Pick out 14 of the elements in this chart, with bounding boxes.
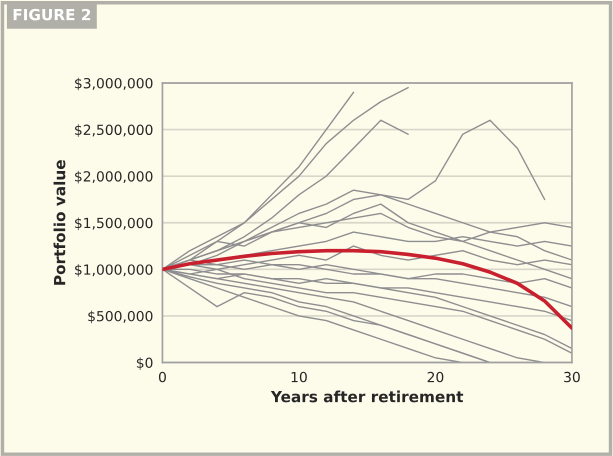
y-tick-label: $1,500,000 <box>75 217 152 230</box>
y-tick-label: $1,000,000 <box>75 264 152 277</box>
x-axis-title: Years after retirement <box>270 390 464 402</box>
y-tick-label: $0 <box>136 357 152 370</box>
chart-title: FIGURE 2 <box>14 8 90 20</box>
y-tick-label: $3,000,000 <box>75 78 152 90</box>
y-tick-label: $2,500,000 <box>75 124 152 137</box>
x-tick-label: 0 <box>158 372 166 382</box>
x-tick-label: 10 <box>292 372 307 382</box>
y-tick-label: $2,000,000 <box>75 170 152 184</box>
y-tick-label: $500,000 <box>88 310 152 324</box>
x-tick-label: 30 <box>564 372 580 382</box>
x-tick-label: 20 <box>428 372 444 382</box>
y-axis-title: Portfolio value <box>54 160 66 285</box>
